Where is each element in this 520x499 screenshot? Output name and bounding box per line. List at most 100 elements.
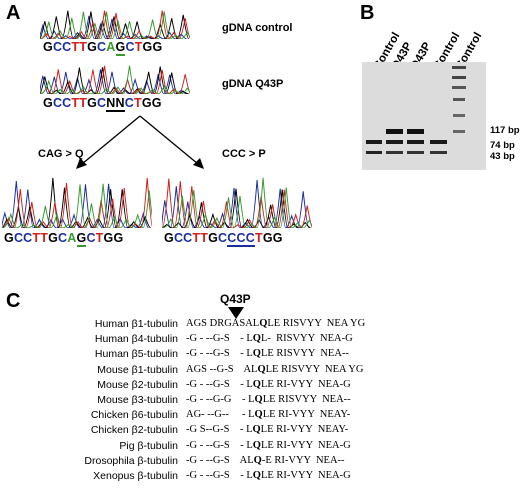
band-control-74bp [366,140,382,144]
band-q43p-74bp [386,140,403,144]
base: G [113,231,124,245]
mutation-arrow-icon [228,307,244,319]
band-q43p2-43bp [407,151,424,154]
gdna-q43p-label: gDNA Q43P [222,78,284,90]
size-43bp: 43 bp [490,151,515,162]
species-label: Chicken β6-tubulin [90,409,178,422]
alignment-row: Drosophila β-tubulin -G - --G-S ALQ-E RI-… [26,455,365,470]
sequence-cag: GCCTTGCAGCTGG [4,231,123,247]
base: C [58,231,68,245]
species-label: Xenopus β-tubulin [93,469,178,482]
base: G [87,96,98,110]
size-117bp: 117 bp [490,125,520,136]
base: C [62,96,72,110]
size-74bp: 74 bp [490,140,515,151]
alignment-row: Mouse β3-tubulin -G - --G-G - LQLE RISVYY… [26,394,365,409]
aligned-sequence: AGS --G-S ALQLE RISVYY NEA YG [186,363,364,375]
aligned-sequence: AG- --G-- - LQLE RI-VYY NEAY- [186,409,351,421]
base: G [43,96,53,110]
aligned-sequence: -G - --G-G - LQLE RISVYY NEA-- [186,393,351,405]
band-q43p2-74bp [407,140,424,144]
alignment-row: Human β5-tubulin -G - --G-S - LQLE RISVYY… [26,348,365,363]
ladder-band [452,76,466,79]
base: C [52,96,63,110]
base: T [133,96,142,110]
base: C [86,231,96,245]
alignment-row: Chicken β6-tubulin AG- --G-- - LQLE RI-VY… [26,409,365,424]
conserved-q43: Q [259,318,268,329]
base: G [141,96,152,110]
base: T [32,231,41,245]
species-label: Drosophila β-tubulin [84,454,178,467]
panel-a-letter: A [6,2,21,24]
chromatogram-control [40,10,190,39]
conserved-q43: Q [252,333,261,345]
base: A [106,40,116,54]
species-label: Human β1-tubulin [94,318,178,330]
ladder-band [453,114,465,117]
split-arrows [76,115,204,169]
sequence-control: GCCTTGCAGCTGG [43,40,162,56]
conserved-q43: Q [254,393,263,405]
base: G [164,231,174,245]
conserved-q43: Q [253,454,262,466]
alignment-row: Xenopus β-tubulin -G - --G-S - LQLE RI-VY… [26,470,365,485]
base: T [71,40,80,54]
species-label: Human β4-tubulin [94,333,178,346]
band-q43p2-117bp [407,129,424,134]
alignment-row: Chicken β2-tubulin -G S--G-S - LQLE RI-VY… [26,424,365,439]
alignment-row: Human β4-tubulin -G - --G-S - LQL- RISVYY… [26,333,365,348]
ladder-band [452,86,466,89]
base: T [79,96,88,110]
base: C [23,231,33,245]
chromatogram-ccc [162,177,312,228]
alignment-table: Human β1-tubulin AGS DRGASALQLE RISVYY NE… [26,318,365,485]
base: C [236,231,246,247]
base: C [173,231,184,245]
chromatogram-cag [2,177,152,228]
base: C [62,40,72,54]
conserved-q43: Q [252,424,261,436]
species-label: Pig β-tubulin [119,439,178,452]
base: C [245,231,255,247]
base: G [103,231,114,245]
conserved-q43: Q [252,378,261,390]
base: T [200,231,209,245]
base: C [218,231,228,245]
base: T [40,231,49,245]
species-label: Chicken β2-tubulin [90,424,178,437]
base: G [151,96,162,110]
sequence-ccc: GCCTTGCCCCTGG [164,231,283,247]
conserved-q43: Q [252,469,261,481]
species-label: Mouse β2-tubulin [97,378,178,391]
ladder-band [453,98,465,101]
alignment-row: Mouse β1-tubulin AGS --G-S ALQLE RISVYY N… [26,364,365,379]
band-control-43bp [366,151,382,154]
base: G [87,40,98,54]
alignment-row: Mouse β2-tubulin -G - --G-S - LQLE RI-VYY… [26,379,365,394]
alignment-row: Human β1-tubulin AGS DRGASALQLE RISVYY NE… [26,318,365,333]
band-control2-74bp [430,140,447,144]
base: G [272,231,283,245]
base: C [227,231,237,247]
base: A [67,231,77,245]
band-q43p-43bp [386,151,403,154]
base: G [43,40,53,54]
aligned-sequence: -G - --G-S - LQL- RISVYY NEA-G [186,333,353,345]
base: T [134,40,143,54]
base: G [142,40,153,54]
base: C [183,231,193,245]
conserved-q43: Q [257,363,266,375]
alignment-row: Pig β-tubulin -G - --G-S - LQLE RI-VYY NE… [26,440,365,455]
species-label: Mouse β1-tubulin [97,363,178,376]
chromatogram-q43p [40,65,190,94]
species-label: Mouse β3-tubulin [97,393,178,406]
band-control2-43bp [430,151,447,154]
base: T [192,231,201,245]
base: T [71,96,80,110]
ladder-band [452,66,466,69]
base: C [13,231,24,245]
cag-q-label: CAG > Q [38,148,84,160]
aligned-sequence: -G - --G-S - LQLE RI-VYY NEA-G [186,469,351,481]
aligned-sequence: AGS DRGASALQLE RISVYY NEA YG [186,318,366,329]
